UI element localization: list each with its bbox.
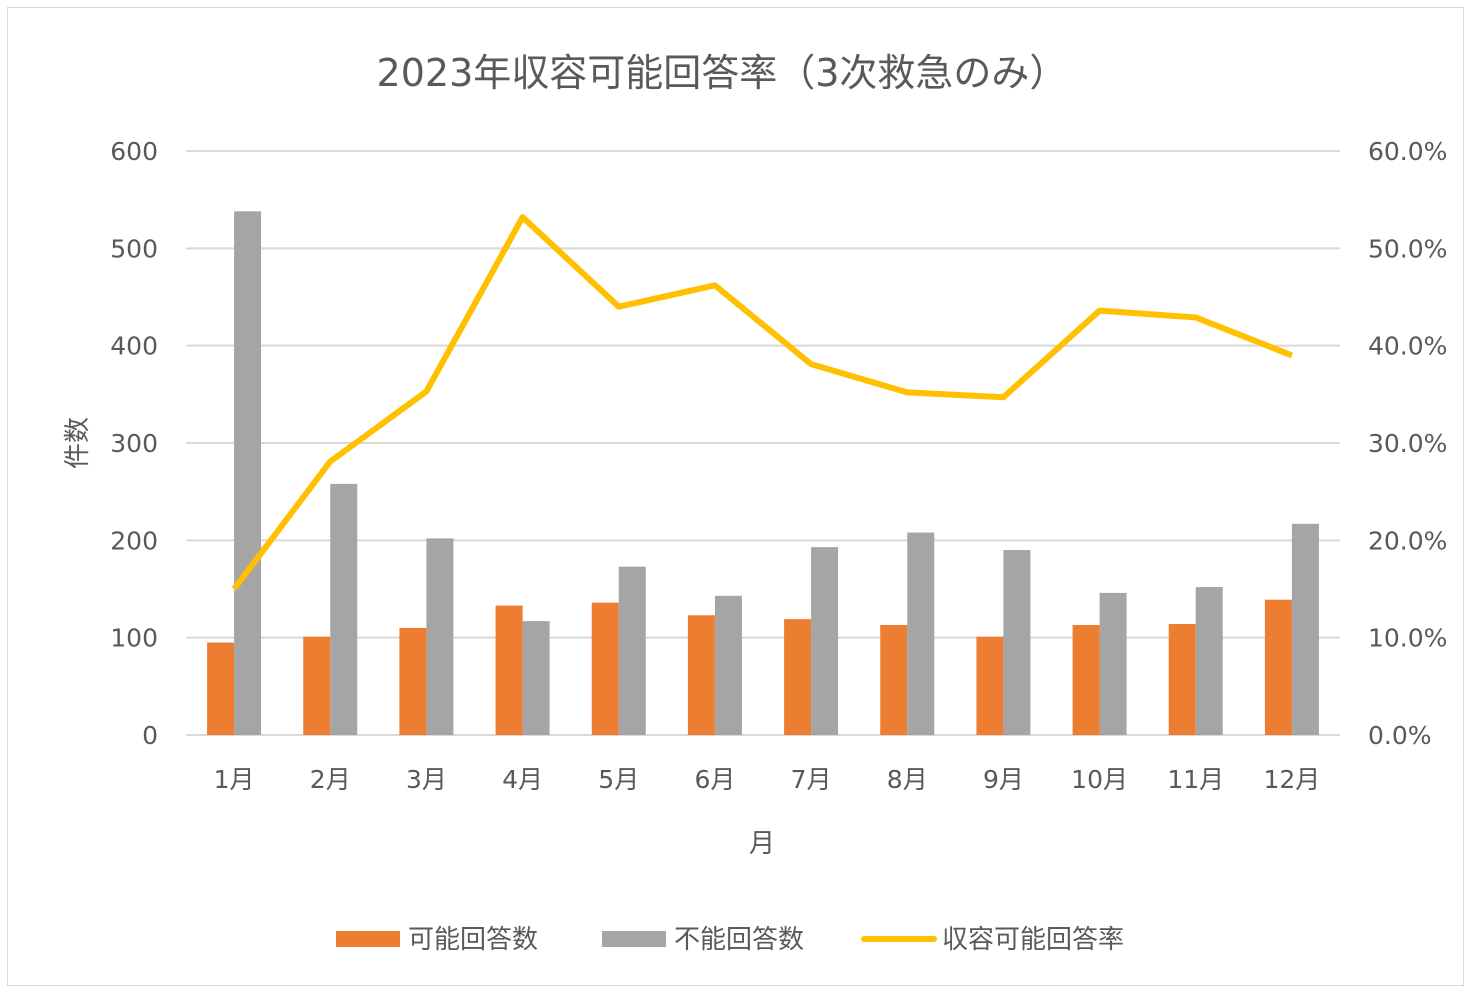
bar-impossible [234, 211, 262, 735]
bar-impossible [1291, 523, 1319, 735]
bar-impossible [811, 547, 839, 735]
bar-impossible [330, 483, 358, 735]
rate-line [231, 214, 1294, 591]
x-tick-label: 7月 [791, 765, 832, 794]
legend-label: 可能回答数 [408, 925, 538, 955]
y-tick-label: 0 [142, 721, 158, 750]
x-tick-label: 11月 [1167, 765, 1224, 794]
x-tick-label: 3月 [406, 765, 447, 794]
bar-possible [399, 627, 427, 735]
axes: 0 0.0% 100 10.0% 200 20.0% 300 30.0% 400 40.0% 500… [110, 137, 1447, 794]
bar-possible [687, 615, 715, 735]
x-tick-label: 2月 [310, 765, 351, 794]
x-tick-label: 10月 [1071, 765, 1128, 794]
bar-impossible [1003, 550, 1031, 735]
y-tick-label: 400 [110, 332, 158, 361]
bar-possible [303, 636, 331, 735]
bar-possible [591, 602, 619, 735]
y-tick-label: 500 [110, 234, 158, 263]
y2-tick-label: 30.0% [1368, 429, 1447, 458]
y2-tick-label: 20.0% [1368, 526, 1447, 555]
bar-possible [495, 605, 523, 735]
chart-title: 2023年収容可能回答率（3次救急のみ） [377, 51, 1068, 95]
x-tick-label: 6月 [694, 765, 735, 794]
bar-impossible [714, 595, 742, 735]
bar-possible [880, 625, 908, 735]
y-tick-label: 300 [110, 429, 158, 458]
bar-possible [976, 636, 1004, 735]
y2-tick-label: 60.0% [1368, 137, 1447, 166]
rate-line-path [231, 214, 1294, 591]
y-tick-label: 200 [110, 526, 158, 555]
y2-tick-label: 0.0% [1368, 721, 1432, 750]
legend-swatch [336, 931, 400, 947]
legend-label: 不能回答数 [674, 925, 804, 955]
bar-possible [1168, 624, 1196, 735]
bar-impossible [907, 532, 935, 735]
bar-possible [1072, 625, 1100, 735]
bar-possible [784, 619, 812, 735]
legend: 可能回答数 不能回答数 収容可能回答率 [336, 925, 1124, 955]
x-tick-label: 8月 [887, 765, 928, 794]
bar-impossible [1195, 587, 1223, 735]
x-axis-label: 月 [749, 829, 775, 859]
chart-frame [7, 7, 1464, 986]
bar-possible [1264, 599, 1292, 735]
y2-tick-label: 40.0% [1368, 332, 1447, 361]
x-tick-label: 9月 [983, 765, 1024, 794]
x-tick-label: 1月 [214, 765, 255, 794]
y-tick-label: 600 [110, 137, 158, 166]
y2-tick-label: 50.0% [1368, 234, 1447, 263]
bar-impossible [1099, 592, 1127, 735]
y-axis-label: 件数 [63, 417, 93, 469]
x-tick-label: 5月 [598, 765, 639, 794]
bar-impossible [426, 538, 454, 735]
y-tick-label: 100 [110, 624, 158, 653]
bars [207, 211, 1319, 735]
legend-label: 収容可能回答率 [942, 925, 1124, 955]
gridlines [186, 150, 1340, 736]
bar-impossible [522, 621, 550, 735]
bar-possible [207, 642, 235, 735]
legend-swatch [602, 931, 666, 947]
y2-tick-label: 10.0% [1368, 624, 1447, 653]
bar-impossible [618, 566, 646, 735]
x-tick-label: 12月 [1264, 765, 1321, 794]
x-tick-label: 4月 [502, 765, 543, 794]
